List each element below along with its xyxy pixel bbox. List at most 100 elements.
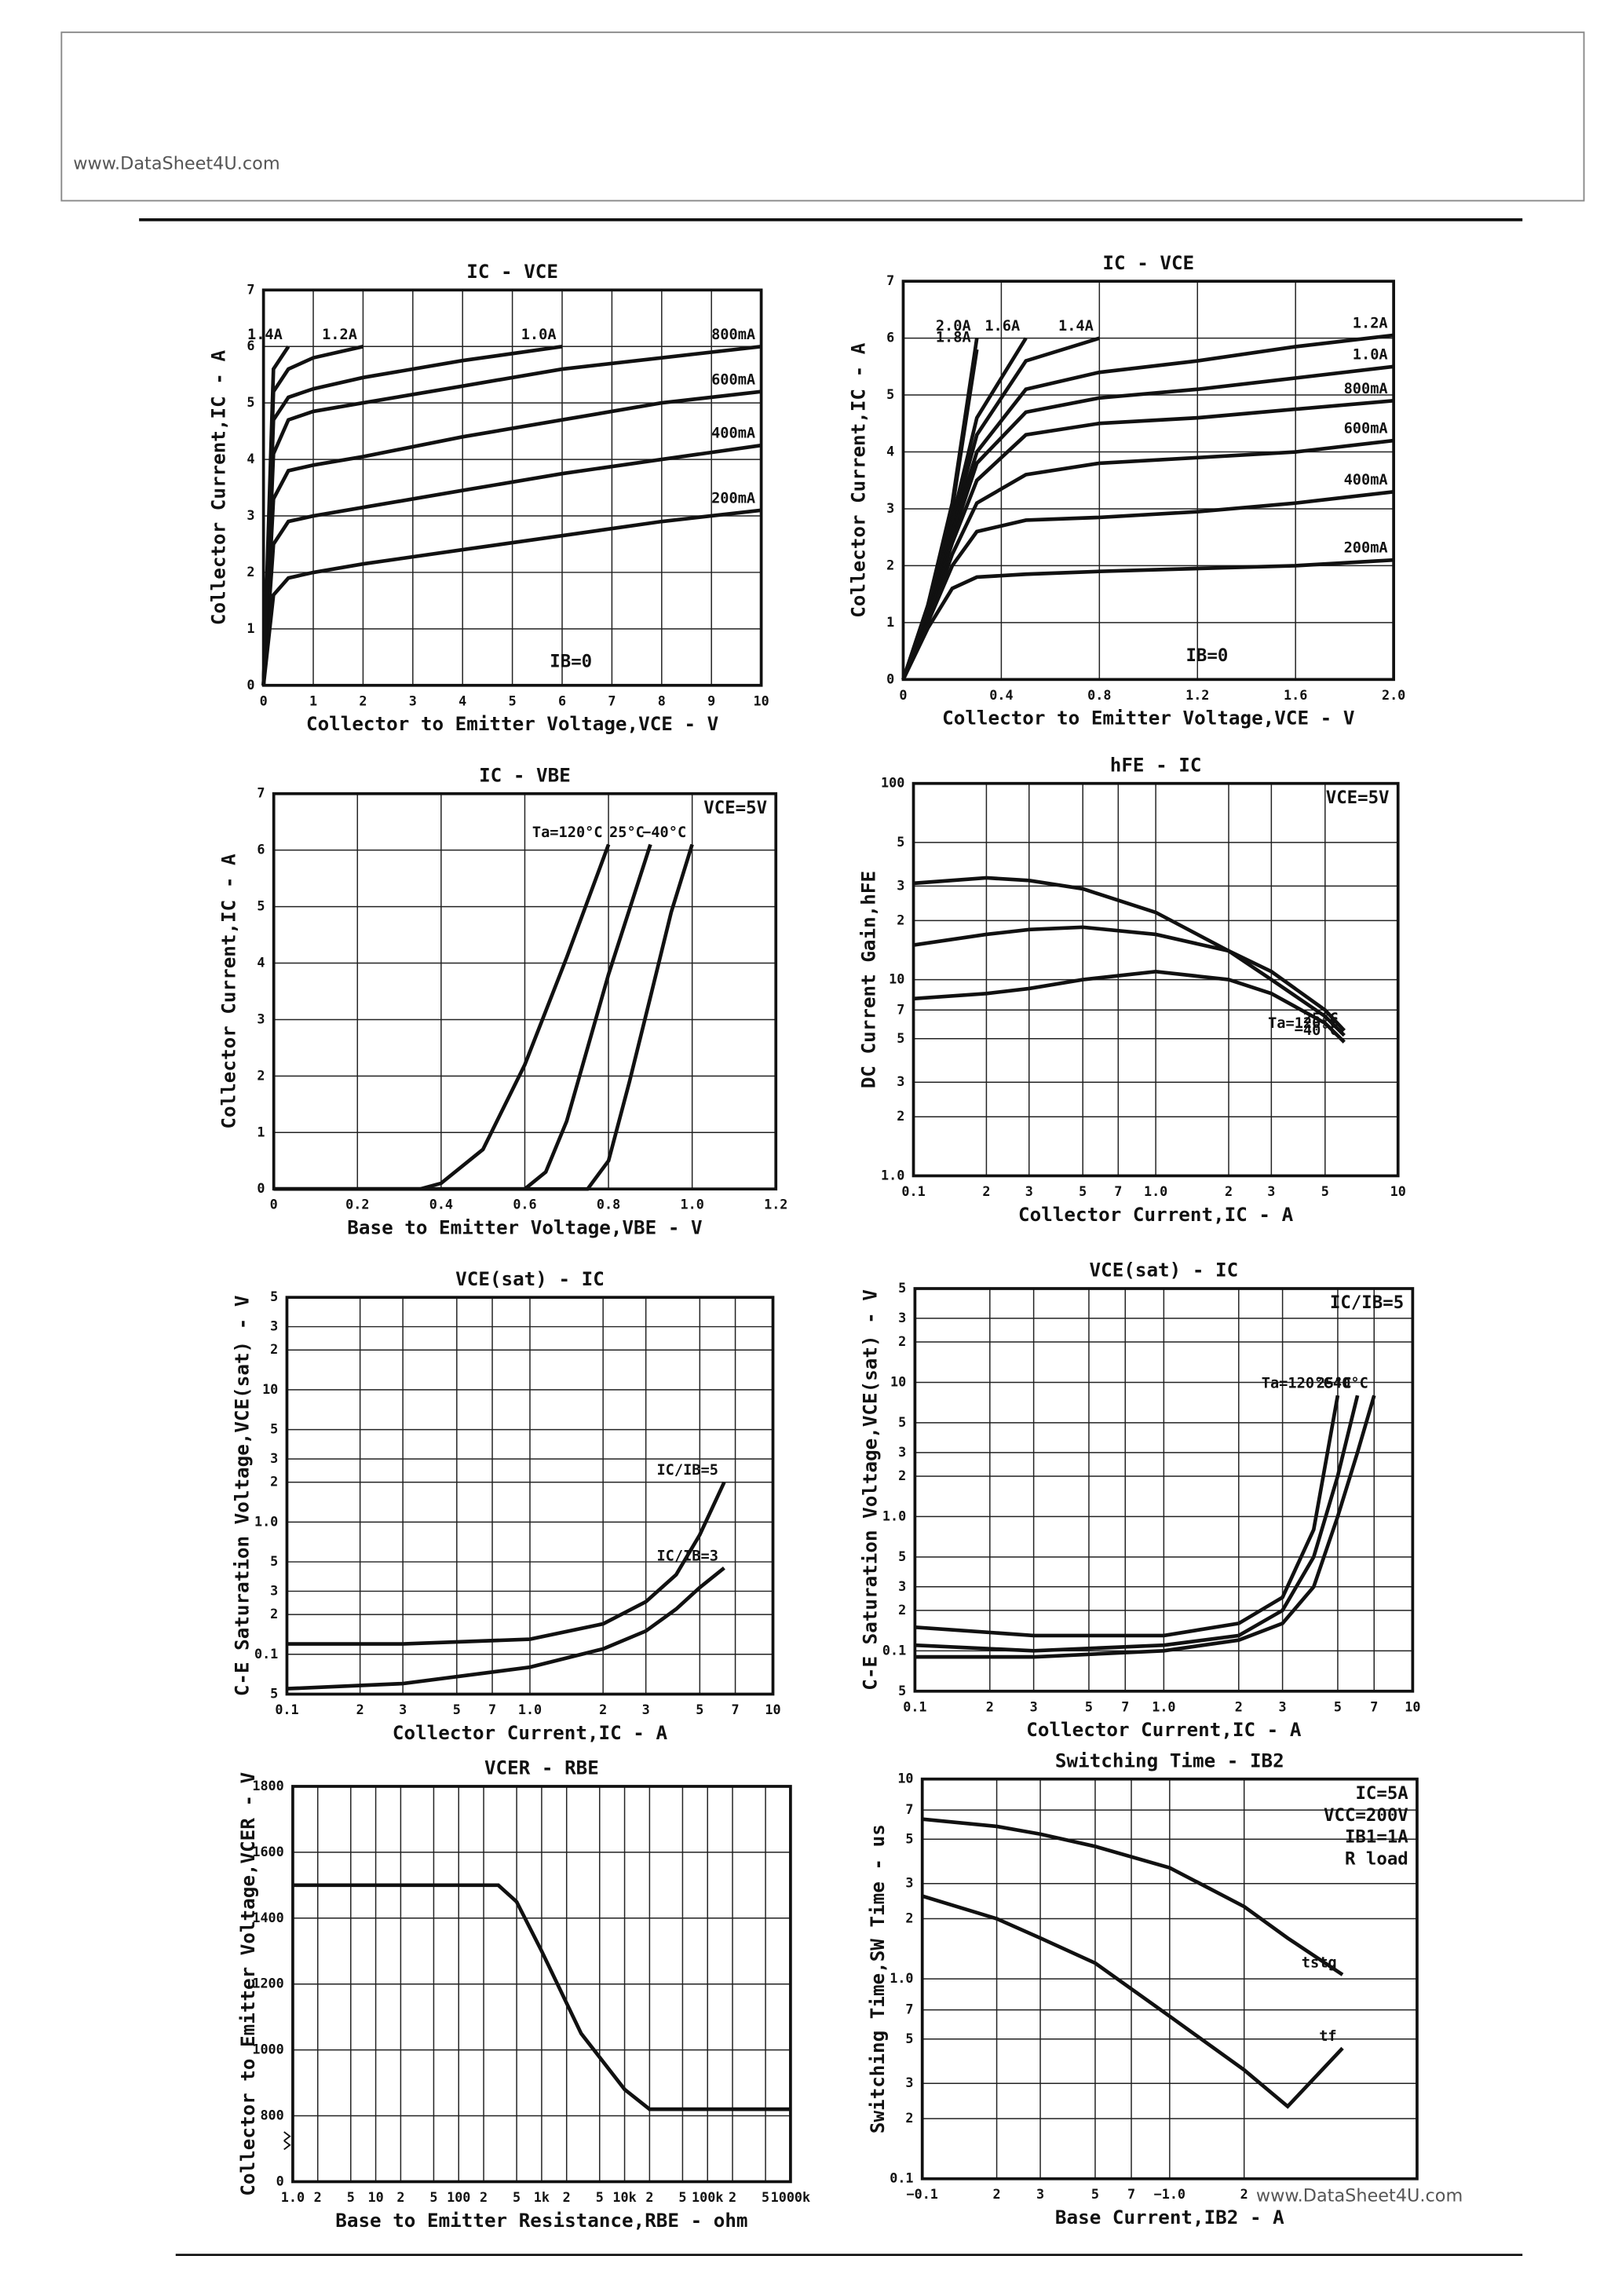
annotation: IB=0 — [1185, 645, 1228, 666]
x-tick-label: 5 — [509, 693, 517, 708]
y-tick-label: 5 — [886, 386, 894, 402]
y-tick-label: 10 — [262, 1381, 278, 1397]
series-line — [273, 843, 652, 1191]
y-axis-label: Switching Time,SW Time - us — [866, 1824, 889, 2133]
x-tick-label: 3 — [1025, 1183, 1033, 1199]
watermark: www.DataSheet4U.com — [73, 153, 279, 174]
series-line — [273, 843, 694, 1191]
y-tick-label: 7 — [905, 2002, 913, 2017]
series-line — [913, 925, 1346, 1033]
series-label: −40°C — [1324, 1376, 1368, 1392]
series-label: 25°C — [1317, 1376, 1352, 1392]
series-line — [901, 398, 1394, 681]
y-tick-label: 10 — [889, 971, 904, 987]
y-tick-label: 1.0 — [881, 1167, 904, 1183]
series-label: 1.2A — [322, 327, 357, 343]
x-tick-label: 3 — [399, 1702, 407, 1717]
x-tick-label: 3 — [642, 1702, 650, 1717]
x-tick-label: 1.0 — [1152, 1698, 1175, 1714]
series-line — [261, 345, 290, 686]
x-tick-label: 2 — [729, 2189, 736, 2205]
y-tick-label: 5 — [898, 1280, 906, 1296]
x-tick-label: 100 — [447, 2189, 470, 2205]
x-tick-label: 0 — [270, 1197, 278, 1212]
x-tick-label: 2 — [1225, 1183, 1233, 1199]
x-tick-label: 2 — [396, 2189, 404, 2205]
y-tick-label: 3 — [905, 2075, 913, 2090]
series-label: IC/IB=3 — [656, 1548, 718, 1564]
x-tick-label: 2 — [599, 1702, 607, 1717]
x-tick-label: 1.2 — [764, 1197, 787, 1212]
x-tick-label: 10 — [765, 1702, 780, 1717]
y-tick-label: 2 — [270, 1474, 278, 1490]
x-tick-label: 3 — [1267, 1183, 1275, 1199]
series-line — [901, 364, 1394, 681]
x-tick-label: 2 — [645, 2189, 653, 2205]
header-frame — [60, 31, 1585, 202]
y-tick-label: 7 — [905, 1801, 913, 1817]
x-tick-label: 2 — [1235, 1698, 1243, 1714]
y-tick-label: 7 — [247, 281, 254, 297]
x-tick-label: 4 — [458, 693, 466, 708]
series-line — [915, 1395, 1360, 1653]
series-line — [913, 969, 1346, 1044]
y-tick-label: 2 — [897, 912, 904, 927]
y-tick-label: 1 — [257, 1124, 265, 1139]
x-tick-label: 0.4 — [429, 1197, 453, 1212]
y-tick-label: 3 — [270, 1318, 278, 1334]
y-tick-label: 0 — [886, 671, 894, 686]
series-label: 200mA — [1344, 540, 1388, 557]
y-tick-label: 4 — [886, 444, 894, 459]
y-tick-label: 5 — [270, 1553, 278, 1569]
annotation: IB=0 — [550, 651, 592, 671]
series-label: Ta=120°C — [1262, 1376, 1332, 1392]
x-tick-label: 5 — [696, 1702, 703, 1717]
y-tick-label: 2 — [905, 2110, 913, 2126]
y-tick-label: 7 — [886, 272, 894, 288]
x-tick-label: 2 — [986, 1698, 994, 1714]
y-tick-label: 2 — [905, 1910, 913, 1926]
x-tick-label: 1.0 — [518, 1702, 542, 1717]
chart-title: IC - VBE — [479, 763, 571, 786]
x-axis-label: Collector to Emitter Voltage,VCE - V — [306, 712, 718, 735]
plot-frame — [920, 1777, 1419, 2181]
y-tick-label: 3 — [905, 1875, 913, 1891]
y-tick-label: 2 — [270, 1341, 278, 1357]
y-tick-label: 2 — [898, 1333, 906, 1349]
series-line — [292, 1883, 791, 2111]
series-label: 400mA — [1344, 472, 1388, 488]
x-tick-label: 5 — [1321, 1183, 1329, 1199]
x-tick-label: −1.0 — [1154, 2186, 1185, 2202]
chart-title: hFE - IC — [1110, 753, 1202, 776]
x-tick-label: 5 — [1334, 1698, 1342, 1714]
axis-break — [283, 2131, 291, 2151]
y-tick-label: 1600 — [252, 1844, 283, 1859]
series-label: 1.8A — [936, 330, 971, 346]
annotation: IC=5A — [1355, 1783, 1408, 1804]
y-tick-label: 5 — [905, 2031, 913, 2046]
y-tick-label: 0 — [257, 1180, 265, 1196]
y-tick-label: 1200 — [252, 1976, 283, 1991]
x-tick-label: 1.2 — [1185, 687, 1209, 703]
series-line — [261, 389, 762, 686]
chart-title: VCE(sat) - IC — [455, 1267, 605, 1290]
x-tick-label: 1.0 — [281, 2189, 305, 2205]
series-line — [901, 558, 1394, 681]
x-tick-label: 0.1 — [903, 1698, 926, 1714]
x-tick-label: 5 — [678, 2189, 686, 2205]
series-label: 25°C — [609, 824, 645, 841]
y-tick-label: 7 — [897, 1001, 904, 1017]
y-tick-label: 3 — [270, 1450, 278, 1466]
x-tick-label: 10 — [754, 693, 769, 708]
series-label: 200mA — [711, 490, 755, 506]
x-tick-label: 2 — [356, 1702, 364, 1717]
x-tick-label: 2 — [563, 2189, 571, 2205]
x-tick-label: 6 — [558, 693, 566, 708]
y-tick-label: 4 — [247, 451, 254, 466]
watermark: www.DataSheet4U.com — [1256, 2186, 1463, 2206]
x-tick-label: 2 — [314, 2189, 322, 2205]
y-tick-label: 5 — [257, 898, 265, 914]
y-tick-label: 1000 — [252, 2042, 283, 2057]
y-tick-label: 3 — [897, 1073, 904, 1089]
x-tick-label: 0.8 — [1087, 687, 1111, 703]
